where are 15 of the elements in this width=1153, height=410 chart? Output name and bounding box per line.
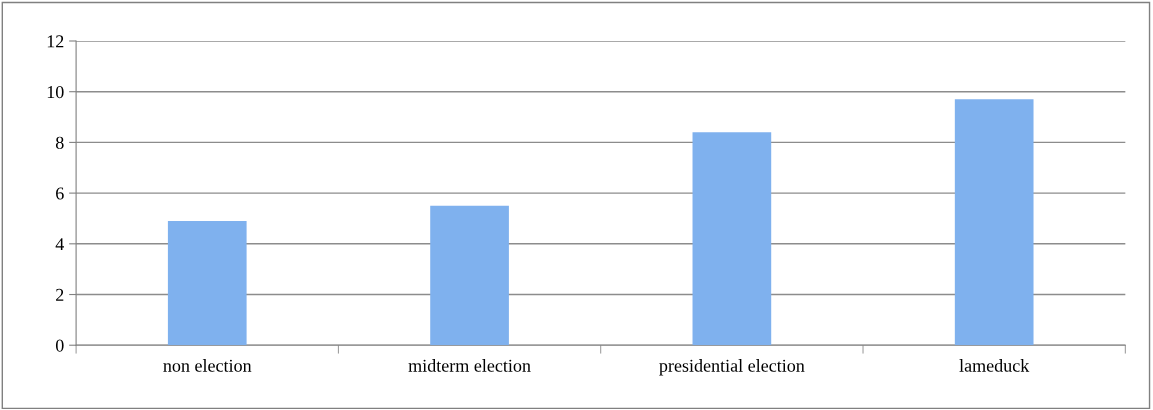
y-tick-label: 4 bbox=[55, 238, 65, 251]
x-tick-label: presidential election bbox=[659, 359, 805, 376]
bar bbox=[167, 221, 247, 346]
y-tick-label: 12 bbox=[47, 35, 64, 48]
y-tick-label: 2 bbox=[56, 288, 64, 301]
y-tick-label: 8 bbox=[55, 136, 64, 149]
y-tick-label: 6 bbox=[56, 187, 64, 200]
y-tick-label: 10 bbox=[47, 85, 64, 99]
bar bbox=[430, 205, 509, 346]
bar bbox=[954, 99, 1034, 346]
bar bbox=[692, 132, 772, 346]
x-tick-label: lameduck bbox=[959, 359, 1030, 372]
x-tick-label: non election bbox=[163, 359, 252, 372]
y-tick-label: 0 bbox=[55, 339, 64, 352]
x-tick-label: midterm election bbox=[408, 359, 531, 372]
